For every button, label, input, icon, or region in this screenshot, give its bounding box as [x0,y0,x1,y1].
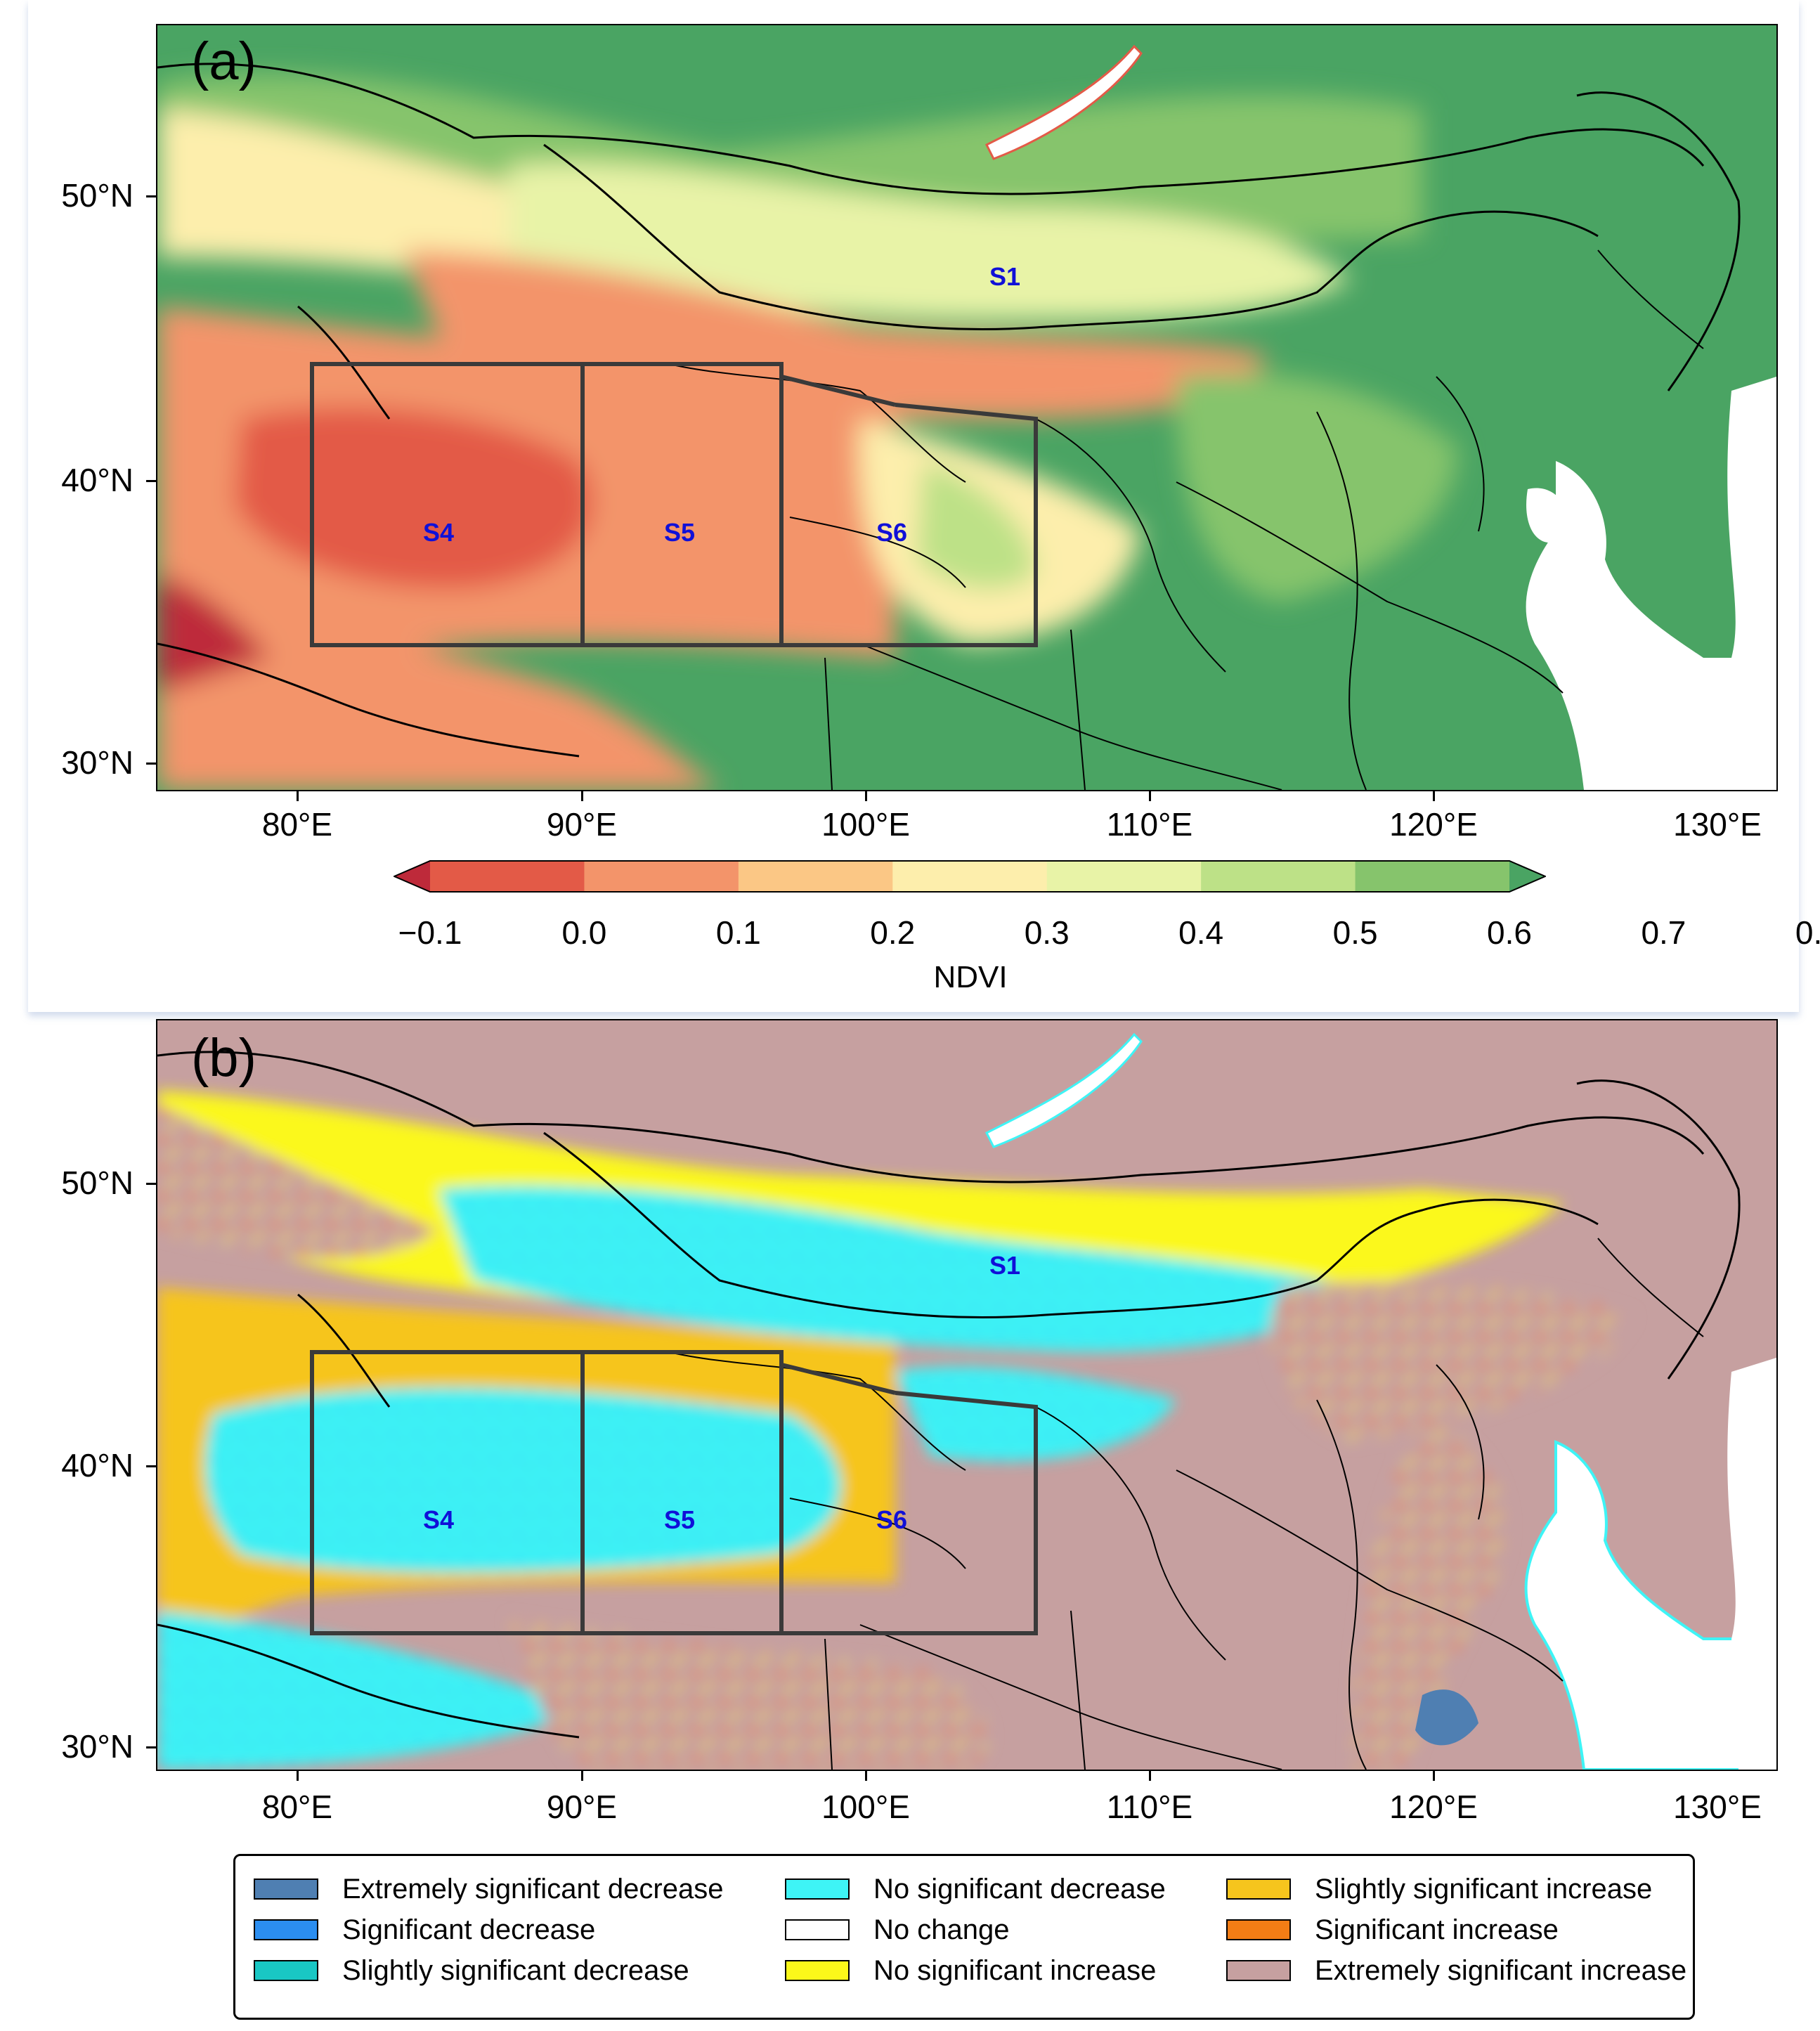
ndvi-colorbar [392,860,1547,896]
colorbar-segment [584,860,739,893]
region-s6-label-b: S6 [876,1505,908,1534]
colorbar-segment [892,860,1048,893]
legend-label: Slightly significant increase [1315,1873,1653,1905]
region-s5-label: S5 [664,518,696,547]
lon-tick-100e: 100°E [821,806,910,843]
legend-item: Slightly significant decrease [254,1950,723,1991]
colorbar-tick-label: 0.1 [715,914,761,951]
region-s1-label-b: S1 [989,1251,1021,1280]
legend-item: No change [785,1909,1166,1950]
colorbar-title: NDVI [933,960,1008,994]
colorbar-tick-label: 0.6 [1487,914,1532,951]
ndvi-map [156,24,1778,791]
legend-label: Significant increase [1315,1914,1559,1945]
lon-tick-110e-b: 110°E [1106,1789,1193,1825]
legend-label: No significant increase [873,1954,1157,1986]
legend-label: Extremely significant decrease [342,1873,724,1905]
legend-swatch [254,1919,318,1940]
lat-tick-40n: 40°N [61,462,134,498]
region-s4-label: S4 [423,518,455,547]
legend-label: Extremely significant increase [1315,1954,1687,1986]
legend-swatch [1226,1960,1291,1981]
region-s5-label-b: S5 [664,1505,696,1534]
colorbar-segment [738,860,893,893]
colorbar-tick-label: 0.2 [870,914,916,951]
colorbar-outline [392,860,1547,893]
legend-column-1: Extremely significant decrease Significa… [254,1869,723,1991]
colorbar-tick-label: 0.7 [1641,914,1686,951]
legend-label: Slightly significant decrease [342,1954,689,1986]
legend-item: No significant decrease [785,1869,1166,1909]
lon-tick-100e-b: 100°E [821,1789,910,1825]
lon-tick-90e-b: 90°E [546,1789,618,1825]
legend-swatch [254,1878,318,1900]
legend-label: No significant decrease [873,1873,1166,1905]
panel-a-label: (a) [191,32,256,91]
colorbar-tick-label: 0.4 [1178,914,1224,951]
colorbar-segment [1201,860,1356,893]
panel-b-label: (b) [191,1028,256,1088]
colorbar-segment [430,860,585,893]
legend-swatch [1226,1878,1291,1900]
lon-tick-110e: 110°E [1106,806,1193,843]
lat-tick-50n: 50°N [61,177,134,214]
lon-tick-80e-b: 80°E [261,1789,333,1825]
lon-tick-120e-b: 120°E [1389,1789,1478,1825]
region-s4-label-b: S4 [423,1505,455,1534]
legend-swatch [1226,1919,1291,1940]
legend-column-2: No significant decrease No change No sig… [785,1869,1166,1991]
lon-tick-130e: 130°E [1673,806,1762,843]
lat-tick-40n-b: 40°N [61,1447,134,1484]
colorbar-tick-label: 0.0 [561,914,607,951]
colorbar-tick-label: −0.1 [398,914,462,951]
colorbar-segment [1046,860,1202,893]
legend-swatch [785,1919,850,1940]
lon-tick-130e-b: 130°E [1673,1789,1762,1825]
colorbar-extend-low [394,860,430,893]
lon-tick-90e: 90°E [546,806,618,843]
colorbar-extend-high [1509,860,1546,893]
lat-tick-50n-b: 50°N [61,1164,134,1201]
legend-label: Significant decrease [342,1914,596,1945]
legend-item: Extremely significant increase [1226,1950,1686,1991]
lon-tick-120e: 120°E [1389,806,1478,843]
legend-swatch [785,1878,850,1900]
trend-legend: Extremely significant decrease Significa… [233,1854,1695,2020]
legend-item: No significant increase [785,1950,1166,1991]
lat-tick-30n: 30°N [61,744,134,781]
colorbar-bar [392,860,1547,893]
region-s6-label: S6 [876,518,908,547]
legend-label: No change [873,1914,1010,1945]
lat-tick-30n-b: 30°N [61,1728,134,1765]
trend-map [156,1019,1778,1771]
colorbar-tick-label: 0.8 [1795,914,1820,951]
lon-tick-80e: 80°E [261,806,333,843]
legend-item: Extremely significant decrease [254,1869,723,1909]
legend-item: Significant increase [1226,1909,1686,1950]
legend-item: Slightly significant increase [1226,1869,1686,1909]
legend-item: Significant decrease [254,1909,723,1950]
legend-column-3: Slightly significant increase Significan… [1226,1869,1686,1991]
region-s1-label: S1 [989,262,1021,291]
legend-swatch [785,1960,850,1981]
colorbar-tick-label: 0.5 [1332,914,1378,951]
legend-swatch [254,1960,318,1981]
colorbar-tick-label: 0.3 [1024,914,1070,951]
colorbar-segment [1355,860,1510,893]
